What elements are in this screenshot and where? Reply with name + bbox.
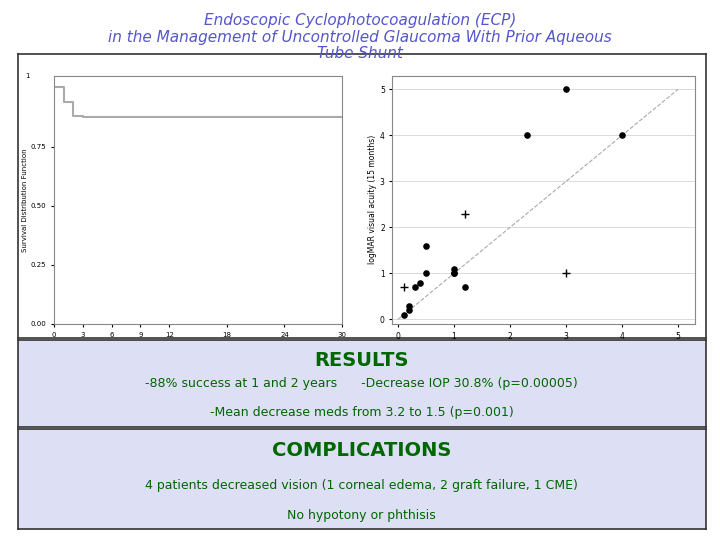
Point	[449, 265, 460, 273]
Text: -88% success at 1 and 2 years      -Decrease IOP 30.8% (p=0.00005): -88% success at 1 and 2 years -Decrease …	[145, 377, 578, 390]
Point	[521, 131, 533, 140]
Y-axis label: logMAR visual acuity (15 months): logMAR visual acuity (15 months)	[368, 135, 377, 265]
X-axis label: ogMAR visual acuity (pre-laser): ogMAR visual acuity (pre-laser)	[483, 346, 604, 355]
Point	[459, 210, 471, 218]
Text: RESULTS: RESULTS	[315, 350, 409, 369]
Point	[420, 269, 432, 278]
Text: Tube Shunt: Tube Shunt	[317, 46, 403, 61]
Point	[403, 301, 415, 310]
Point	[420, 241, 432, 250]
Point	[415, 278, 426, 287]
Text: Endoscopic Cyclophotocoagulation (ECP): Endoscopic Cyclophotocoagulation (ECP)	[204, 14, 516, 29]
Text: 1: 1	[25, 72, 30, 79]
Point	[449, 269, 460, 278]
X-axis label: Month: Month	[186, 343, 210, 352]
Point	[560, 269, 572, 278]
Point	[560, 85, 572, 94]
Point	[459, 283, 471, 292]
Text: No hypotony or phthisis: No hypotony or phthisis	[287, 509, 436, 522]
Text: in the Management of Uncontrolled Glaucoma With Prior Aqueous: in the Management of Uncontrolled Glauco…	[108, 30, 612, 45]
Text: -Mean decrease meds from 3.2 to 1.5 (p=0.001): -Mean decrease meds from 3.2 to 1.5 (p=0…	[210, 406, 513, 419]
Point	[403, 306, 415, 314]
Y-axis label: Survival Distribution Function: Survival Distribution Function	[22, 148, 28, 252]
Point	[616, 131, 628, 140]
Point	[409, 283, 420, 292]
Point	[398, 310, 410, 319]
Point	[398, 283, 410, 292]
Point	[449, 269, 460, 278]
Text: COMPLICATIONS: COMPLICATIONS	[272, 441, 451, 460]
Text: 4 patients decreased vision (1 corneal edema, 2 graft failure, 1 CME): 4 patients decreased vision (1 corneal e…	[145, 479, 578, 492]
